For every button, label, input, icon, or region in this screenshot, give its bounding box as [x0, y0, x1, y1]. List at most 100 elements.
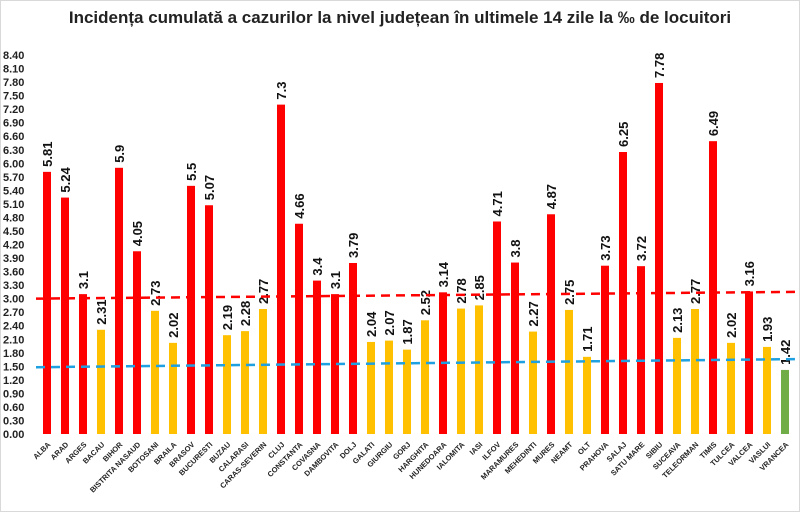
bar [637, 266, 645, 434]
bar [709, 141, 717, 435]
data-label: 4.05 [130, 221, 145, 246]
data-label: 3.72 [634, 236, 649, 261]
chart-title: Incidența cumulată a cazurilor la nivel … [68, 8, 732, 27]
data-label: 5.9 [112, 145, 127, 163]
y-tick-label: 3.60 [3, 267, 24, 279]
bar [367, 341, 375, 434]
data-label: 3.16 [742, 261, 757, 286]
data-label: 3.8 [508, 239, 523, 257]
bar [223, 335, 231, 434]
data-label: 4.87 [544, 184, 559, 209]
data-label: 2.77 [688, 279, 703, 304]
bar [295, 223, 303, 434]
bar [673, 337, 681, 434]
data-label: 2.04 [364, 311, 379, 337]
y-tick-label: 3.90 [3, 253, 24, 265]
bar [781, 369, 789, 434]
data-label: 4.71 [490, 191, 505, 216]
reference-line [35, 357, 796, 369]
y-tick-label: 6.90 [3, 118, 24, 130]
bar [277, 104, 285, 434]
bar [583, 356, 591, 434]
y-tick-label: 7.80 [3, 77, 24, 89]
bar [403, 349, 411, 434]
bar [565, 309, 573, 434]
data-label: 3.1 [76, 271, 91, 289]
data-label: 1.93 [760, 317, 775, 342]
bar [421, 320, 429, 434]
data-label: 5.5 [184, 163, 199, 181]
data-label: 3.14 [436, 261, 451, 287]
y-tick-label: 2.40 [3, 321, 24, 333]
data-label: 6.25 [616, 122, 631, 147]
x-tick-label: ALBA [31, 440, 53, 462]
y-tick-label: 4.80 [3, 212, 24, 224]
bar [151, 310, 159, 434]
data-label: 2.52 [418, 290, 433, 315]
data-label: 2.78 [454, 278, 469, 303]
data-label: 6.49 [706, 111, 721, 136]
y-tick-label: 5.40 [3, 185, 24, 197]
y-tick-label: 0.60 [3, 402, 24, 414]
bar [727, 342, 735, 434]
bar [115, 167, 123, 435]
y-tick-label: 0.00 [3, 429, 24, 441]
bar [241, 331, 249, 434]
bar [133, 251, 141, 434]
y-tick-label: 7.50 [3, 91, 24, 103]
data-label: 2.75 [562, 280, 577, 305]
bar [313, 280, 321, 434]
data-label: 2.85 [472, 275, 487, 300]
data-label: 3.4 [310, 257, 325, 276]
data-label: 5.81 [40, 142, 55, 167]
data-label: 2.02 [724, 313, 739, 338]
data-label: 2.13 [670, 308, 685, 333]
data-label: 5.07 [202, 175, 217, 200]
data-label: 7.78 [652, 53, 667, 78]
bar [493, 221, 501, 434]
data-label: 1.71 [580, 327, 595, 352]
data-label: 2.31 [94, 299, 109, 324]
data-label: 2.77 [256, 279, 271, 304]
y-tick-label: 3.30 [3, 280, 24, 292]
bar [547, 214, 555, 434]
y-tick-label: 6.60 [3, 131, 24, 143]
y-tick-label: 4.20 [3, 240, 24, 252]
data-label: 2.02 [166, 313, 181, 338]
y-tick-label: 6.30 [3, 145, 24, 157]
bar [601, 265, 609, 434]
bar [763, 346, 771, 434]
data-label: 2.73 [148, 281, 163, 306]
bar [97, 329, 105, 434]
bar [259, 309, 267, 434]
data-label: 2.27 [526, 301, 541, 326]
bar [655, 82, 663, 434]
y-tick-label: 1.50 [3, 361, 24, 373]
data-label: 1.42 [778, 340, 793, 365]
bar [745, 291, 753, 434]
bar [529, 331, 537, 434]
reference-line [35, 290, 796, 300]
bar [349, 262, 357, 434]
y-tick-label: 4.50 [3, 226, 24, 238]
data-label: 4.66 [292, 193, 307, 218]
bar [331, 294, 339, 434]
data-label: 2.28 [238, 301, 253, 326]
y-tick-label: 3.00 [3, 294, 24, 306]
bar [43, 171, 51, 434]
bar [169, 342, 177, 434]
bar [475, 305, 483, 434]
data-label: 2.19 [220, 305, 235, 330]
bar [205, 205, 213, 434]
y-tick-label: 7.20 [3, 104, 24, 116]
data-label: 3.79 [346, 233, 361, 258]
y-tick-label: 5.10 [3, 199, 24, 211]
bar [61, 197, 69, 434]
y-tick-label: 0.30 [3, 415, 24, 427]
y-tick-label: 1.80 [3, 348, 24, 360]
bar [385, 340, 393, 434]
data-label: 3.1 [328, 271, 343, 289]
data-label: 7.3 [274, 82, 289, 100]
bar [79, 294, 87, 434]
